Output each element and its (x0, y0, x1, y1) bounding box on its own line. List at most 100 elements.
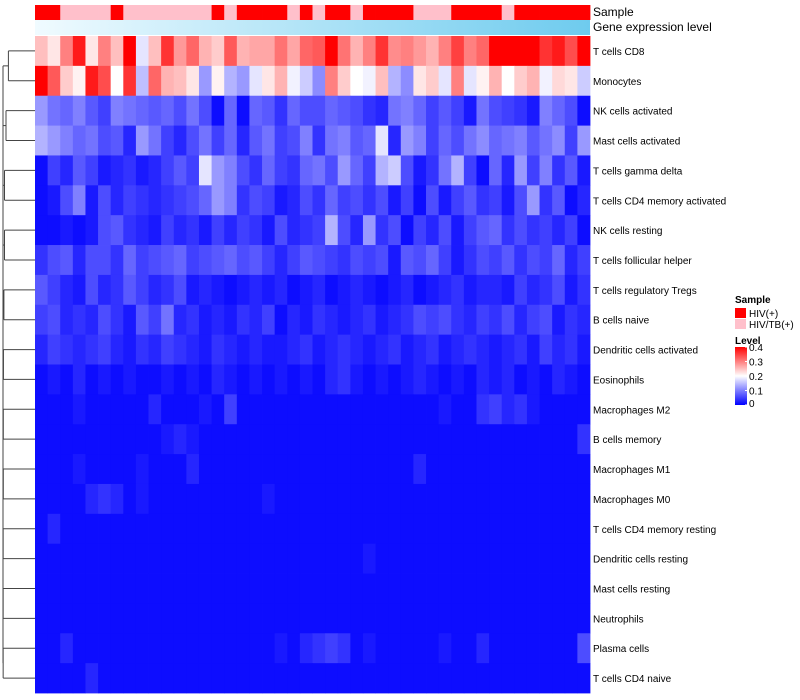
heatmap-cell (375, 185, 389, 216)
heatmap-cell (274, 573, 288, 604)
heatmap-cell (60, 513, 74, 545)
heatmap-cell (577, 125, 591, 156)
heatmap-cell (489, 543, 503, 574)
heatmap-cell (539, 663, 553, 694)
row-label: Macrophages M1 (593, 465, 671, 476)
heatmap-cell (249, 125, 263, 156)
heatmap-cell (72, 245, 86, 276)
heatmap-cell (161, 125, 175, 156)
heatmap-cell (451, 663, 465, 694)
heatmap-cell (577, 364, 591, 395)
heatmap-cell (72, 95, 86, 126)
legend-label-hiv: HIV(+) (749, 309, 778, 320)
heatmap-cell (426, 663, 440, 694)
heatmap-cell (123, 36, 137, 67)
heatmap-cell (198, 155, 212, 186)
heatmap-cell (514, 304, 528, 336)
heatmap-cell (388, 543, 402, 574)
heatmap-cell (552, 394, 566, 425)
heatmap-cell (211, 364, 225, 395)
heatmap-cell (274, 125, 288, 156)
heatmap-cell (577, 155, 591, 186)
heatmap-cell (375, 513, 389, 545)
heatmap-cell (123, 95, 137, 126)
heatmap-cell (337, 513, 351, 545)
heatmap-cell (577, 95, 591, 126)
heatmap-cell (438, 95, 452, 126)
heatmap-cell (400, 185, 414, 216)
heatmap-cell (388, 215, 402, 246)
heatmap-cell (312, 95, 326, 126)
heatmap-cell (514, 245, 528, 276)
heatmap-cell (564, 364, 578, 395)
heatmap-cell (350, 543, 364, 574)
heatmap-cell (161, 633, 175, 664)
heatmap-cell (362, 274, 376, 306)
heatmap-cell (501, 65, 515, 97)
heatmap-cell (375, 394, 389, 425)
heatmap-cell (211, 543, 225, 574)
heatmap-cell (262, 364, 276, 395)
heatmap-cell (287, 663, 301, 694)
heatmap-cell (236, 245, 250, 276)
heatmap-cell (98, 364, 112, 395)
heatmap-cell (135, 543, 149, 574)
heatmap-cell (388, 65, 402, 97)
heatmap-cell (489, 65, 503, 97)
heatmap-cell (325, 304, 339, 336)
heatmap-cell (224, 513, 238, 545)
heatmap-cell (198, 185, 212, 216)
heatmap-cell (173, 633, 187, 664)
heatmap-cell (552, 454, 566, 485)
heatmap-cell (211, 304, 225, 336)
sample-annotation-cell (110, 5, 124, 20)
heatmap-cell (186, 454, 200, 485)
heatmap-cell (262, 155, 276, 186)
heatmap-cell (476, 125, 490, 156)
heatmap-cell (60, 185, 74, 216)
heatmap-cell (60, 454, 74, 485)
heatmap-cell (35, 603, 49, 634)
heatmap-cell (514, 155, 528, 186)
heatmap-cell (476, 603, 490, 634)
heatmap-cell (274, 245, 288, 276)
heatmap-cell (173, 274, 187, 306)
heatmap-cell (224, 215, 238, 246)
heatmap-cell (135, 125, 149, 156)
heatmap-cell (249, 65, 263, 97)
heatmap-cell (350, 454, 364, 485)
heatmap-cell (489, 513, 503, 545)
heatmap-cell (362, 185, 376, 216)
heatmap-cell (451, 573, 465, 604)
heatmap-cell (375, 334, 389, 365)
heatmap-cell (47, 513, 61, 545)
heatmap-cell (564, 65, 578, 97)
heatmap-cell (148, 334, 162, 365)
heatmap-cell (489, 215, 503, 246)
heatmap-cell (577, 543, 591, 574)
heatmap-cell (35, 125, 49, 156)
heatmap-cell (552, 125, 566, 156)
heatmap-cell (186, 603, 200, 634)
heatmap-cell (539, 513, 553, 545)
heatmap-cell (274, 663, 288, 694)
heatmap-cell (186, 304, 200, 336)
heatmap-cell (426, 155, 440, 186)
heatmap-cell (249, 543, 263, 574)
heatmap-cell (438, 633, 452, 664)
heatmap-cell (85, 65, 99, 97)
heatmap-cell (35, 513, 49, 545)
heatmap-cell (476, 65, 490, 97)
heatmap-cell (362, 633, 376, 664)
heatmap-cell (337, 603, 351, 634)
heatmap-cell (552, 245, 566, 276)
heatmap-cell (362, 394, 376, 425)
heatmap-cell (539, 125, 553, 156)
row-label: T cells CD4 memory activated (593, 196, 726, 207)
heatmap-cell (451, 65, 465, 97)
heatmap-cell (72, 155, 86, 186)
heatmap-cell (211, 483, 225, 515)
heatmap-cell (489, 245, 503, 276)
heatmap-cell (552, 663, 566, 694)
